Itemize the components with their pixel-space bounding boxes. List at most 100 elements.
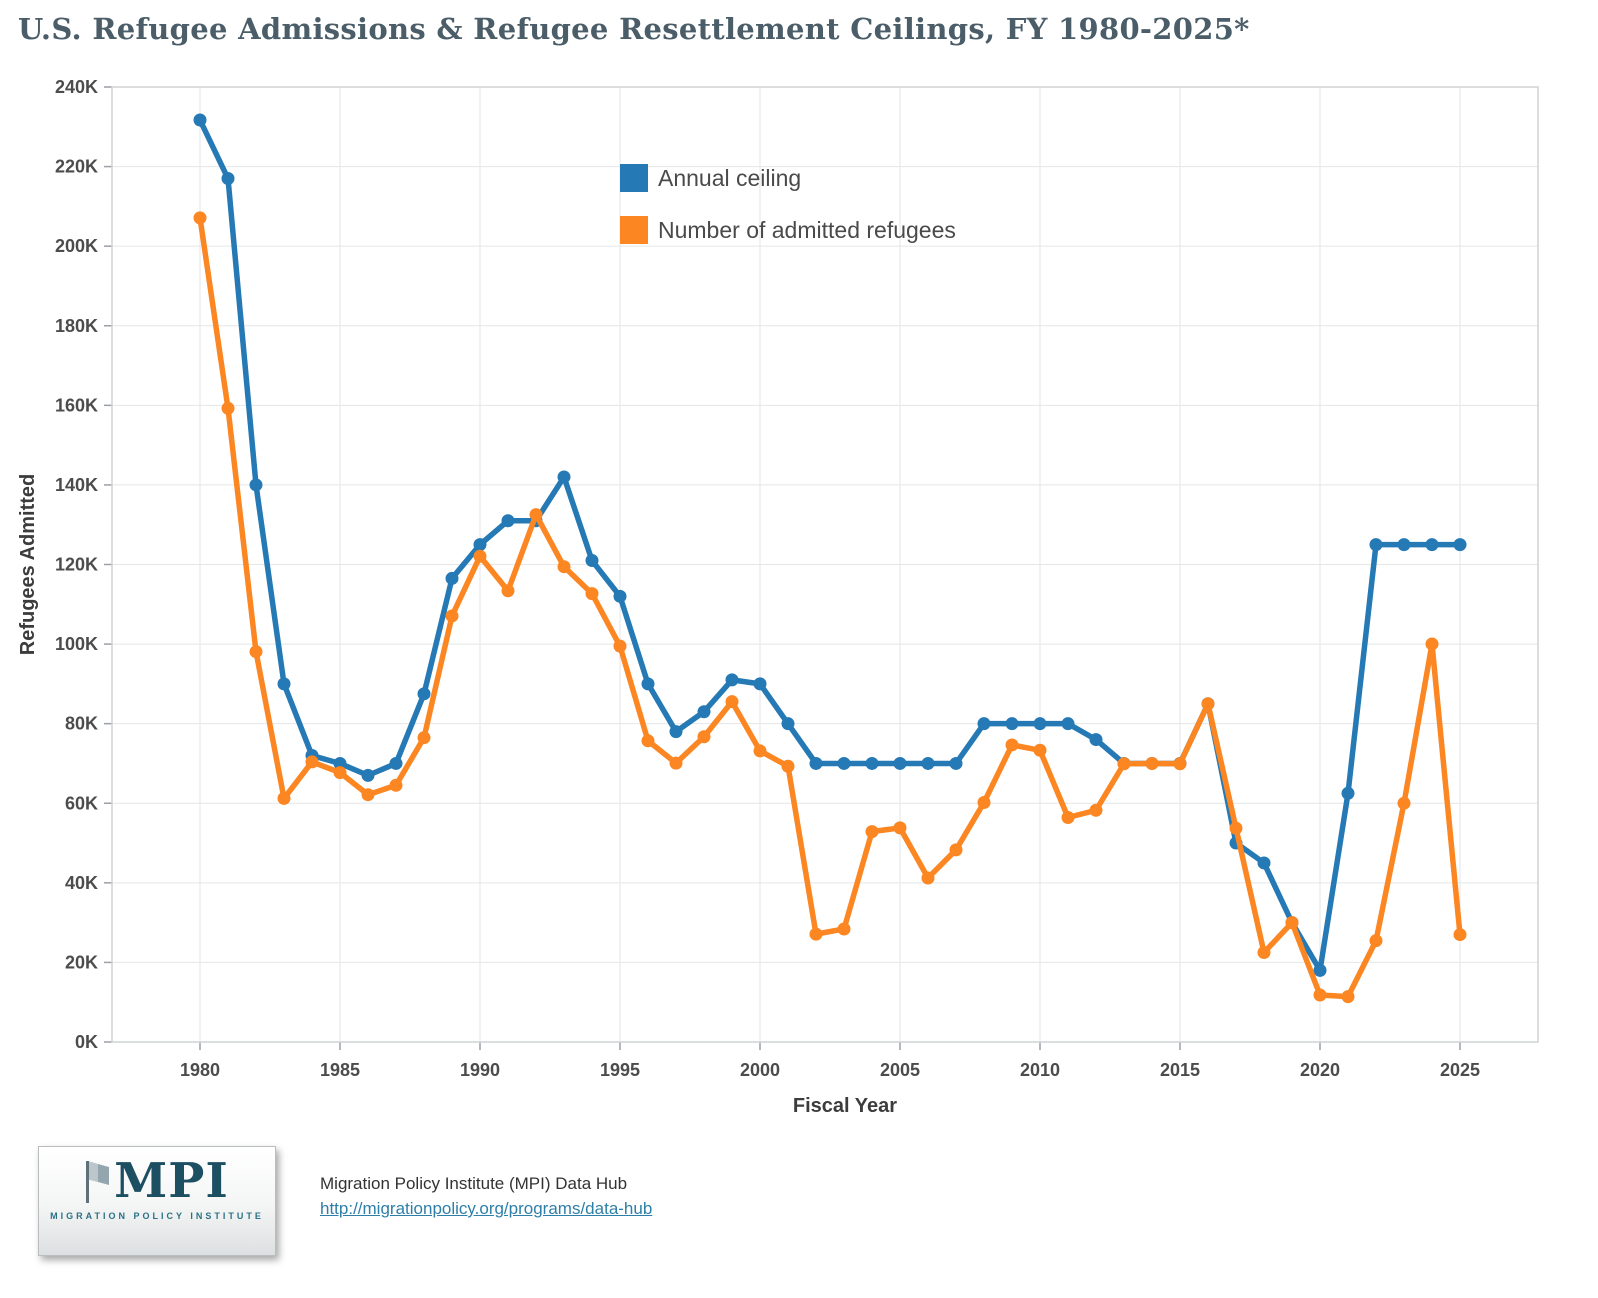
x-tick-label: 1980 — [180, 1060, 220, 1080]
series-point-annual-ceiling — [809, 756, 823, 770]
series-point-number-of-admitted-refugees — [529, 508, 543, 522]
series-point-annual-ceiling — [753, 677, 767, 691]
x-tick-label: 2000 — [740, 1060, 780, 1080]
series-point-number-of-admitted-refugees — [1397, 796, 1411, 810]
plot-border — [111, 86, 1539, 1043]
series-point-number-of-admitted-refugees — [557, 560, 571, 574]
series-point-number-of-admitted-refugees — [781, 759, 795, 773]
series-point-annual-ceiling — [697, 705, 711, 719]
mpi-logo-text: MPI — [114, 1153, 229, 1209]
mpi-logo: MPI MIGRATION POLICY INSTITUTE — [38, 1146, 276, 1256]
y-tick-label: 240K — [55, 77, 98, 97]
series-point-number-of-admitted-refugees — [1145, 757, 1159, 771]
series-point-annual-ceiling — [1425, 538, 1439, 552]
series-point-number-of-admitted-refugees — [1285, 916, 1299, 930]
series-point-annual-ceiling — [1397, 538, 1411, 552]
series-point-number-of-admitted-refugees — [389, 778, 403, 792]
series-point-annual-ceiling — [1005, 717, 1019, 731]
series-point-number-of-admitted-refugees — [221, 401, 235, 415]
series-point-number-of-admitted-refugees — [1201, 697, 1215, 711]
legend-label-number-of-admitted-refugees: Number of admitted refugees — [658, 217, 956, 243]
x-tick-label: 2010 — [1020, 1060, 1060, 1080]
series-point-number-of-admitted-refugees — [1453, 928, 1467, 942]
y-tick-label: 120K — [55, 555, 98, 575]
series-point-annual-ceiling — [557, 470, 571, 484]
series-point-annual-ceiling — [361, 768, 375, 782]
x-tick-label: 2015 — [1160, 1060, 1200, 1080]
series-point-number-of-admitted-refugees — [1313, 988, 1327, 1002]
series-point-number-of-admitted-refugees — [753, 744, 767, 758]
series-point-number-of-admitted-refugees — [949, 843, 963, 857]
series-point-number-of-admitted-refugees — [1173, 757, 1187, 771]
data-hub-link[interactable]: http://migrationpolicy.org/programs/data… — [320, 1199, 653, 1218]
series-point-annual-ceiling — [333, 756, 347, 770]
legend-label-annual-ceiling: Annual ceiling — [658, 165, 801, 191]
x-tick-label: 2020 — [1300, 1060, 1340, 1080]
x-tick-label: 2025 — [1440, 1060, 1480, 1080]
series-point-annual-ceiling — [949, 756, 963, 770]
source-block: Migration Policy Institute (MPI) Data Hu… — [320, 1146, 652, 1219]
y-tick-label: 0K — [75, 1032, 98, 1052]
series-point-number-of-admitted-refugees — [193, 211, 207, 225]
series-point-number-of-admitted-refugees — [837, 922, 851, 936]
series-point-number-of-admitted-refugees — [473, 549, 487, 563]
mpi-flag-icon — [86, 1161, 110, 1203]
series-point-number-of-admitted-refugees — [1117, 757, 1131, 771]
series-point-annual-ceiling — [977, 717, 991, 731]
refugee-admissions-line-chart: 0K 20K 40K 60K 80K 100K 120K 140K 160K 180K 200K 22… — [17, 77, 1539, 1117]
series-point-annual-ceiling — [1369, 538, 1383, 552]
y-tick-label: 60K — [65, 793, 98, 813]
series-point-annual-ceiling — [193, 113, 207, 127]
series-point-annual-ceiling — [921, 756, 935, 770]
series-point-annual-ceiling — [1453, 538, 1467, 552]
source-text: Migration Policy Institute (MPI) Data Hu… — [320, 1174, 628, 1193]
series-point-number-of-admitted-refugees — [641, 734, 655, 748]
series-point-number-of-admitted-refugees — [1229, 821, 1243, 835]
series-point-annual-ceiling — [277, 677, 291, 691]
y-axis-title: Refugees Admitted — [17, 474, 39, 656]
series-point-annual-ceiling — [1033, 717, 1047, 731]
y-tick-label: 200K — [55, 236, 98, 256]
series-point-annual-ceiling — [1341, 786, 1355, 800]
series-point-annual-ceiling — [837, 756, 851, 770]
series-point-number-of-admitted-refugees — [417, 731, 431, 745]
series-point-annual-ceiling — [893, 756, 907, 770]
series-point-annual-ceiling — [389, 756, 403, 770]
series-point-annual-ceiling — [501, 514, 515, 528]
series-point-annual-ceiling — [1313, 963, 1327, 977]
chart-title: U.S. Refugee Admissions & Refugee Resett… — [18, 12, 1250, 46]
series-point-number-of-admitted-refugees — [1257, 946, 1271, 960]
series-point-annual-ceiling — [725, 673, 739, 687]
series-point-number-of-admitted-refugees — [585, 587, 599, 601]
series-point-number-of-admitted-refugees — [669, 756, 683, 770]
series-point-annual-ceiling — [417, 687, 431, 701]
series-point-annual-ceiling — [221, 172, 235, 186]
x-tick-label: 1995 — [600, 1060, 640, 1080]
series-point-number-of-admitted-refugees — [893, 821, 907, 835]
series-point-number-of-admitted-refugees — [1425, 637, 1439, 651]
series-point-annual-ceiling — [781, 717, 795, 731]
series-point-annual-ceiling — [249, 478, 263, 492]
series-point-number-of-admitted-refugees — [333, 766, 347, 780]
series-point-annual-ceiling — [641, 677, 655, 691]
mpi-logo-row: MPI — [39, 1157, 275, 1205]
series-point-annual-ceiling — [585, 554, 599, 568]
y-tick-label: 20K — [65, 952, 98, 972]
series-point-number-of-admitted-refugees — [725, 695, 739, 709]
series-point-number-of-admitted-refugees — [1089, 803, 1103, 817]
series-point-number-of-admitted-refugees — [1005, 738, 1019, 752]
series-point-number-of-admitted-refugees — [501, 584, 515, 598]
mpi-logo-subtext: MIGRATION POLICY INSTITUTE — [50, 1211, 264, 1221]
series-point-number-of-admitted-refugees — [277, 791, 291, 805]
y-tick-label: 180K — [55, 316, 98, 336]
series-point-number-of-admitted-refugees — [1341, 990, 1355, 1004]
footer: MPI MIGRATION POLICY INSTITUTE Migration… — [38, 1146, 652, 1256]
series-point-number-of-admitted-refugees — [1033, 743, 1047, 757]
x-tick-label: 2005 — [880, 1060, 920, 1080]
y-tick-label: 100K — [55, 634, 98, 654]
series-line-annual-ceiling — [197, 117, 1463, 974]
series-point-annual-ceiling — [1061, 717, 1075, 731]
series-line-number-of-admitted-refugees — [197, 215, 1463, 1000]
series-point-number-of-admitted-refugees — [613, 639, 627, 653]
series-point-number-of-admitted-refugees — [1061, 810, 1075, 824]
